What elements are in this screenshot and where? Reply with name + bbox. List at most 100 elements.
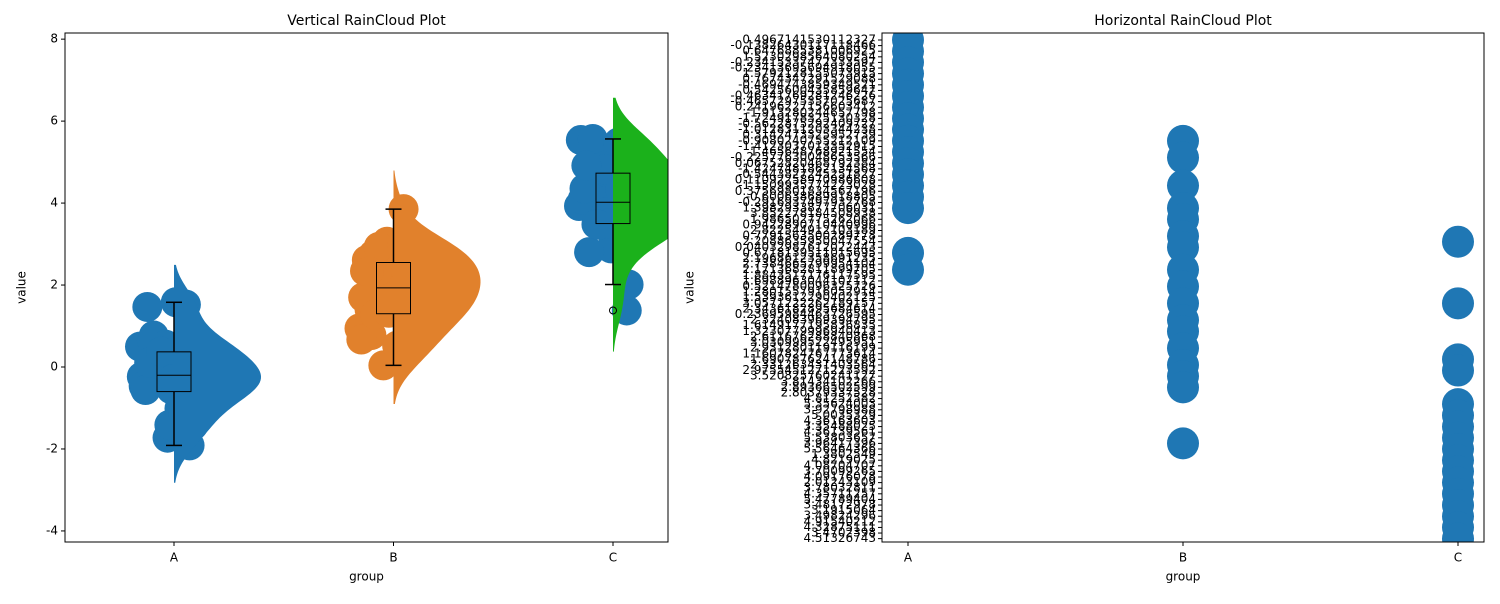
strip-point: [1167, 141, 1199, 174]
y-tick-label: -0.2916937497932768: [738, 195, 876, 209]
y-tick-label: 4.36139561: [803, 425, 876, 439]
y-tick-label: 3.78032811: [803, 481, 876, 495]
y-tick-label: 4: [50, 196, 58, 210]
y-tick-label: 0.7791563500289778: [742, 229, 876, 243]
y-tick-label: -1.913280244657798: [746, 105, 876, 119]
y-tick-label: 0.37569801834567196: [735, 184, 876, 198]
y-tick-label: -1.0128311203344238: [738, 122, 876, 136]
y-tick-label: 0.06752820468792384: [735, 156, 876, 170]
y-tick-label: 3.520825760241127: [750, 369, 876, 383]
y-tick-label: 4.91540212: [803, 514, 876, 528]
y-tick-label: -0.46572975357025687: [730, 94, 876, 108]
y-tick-label: 4.36163603: [803, 413, 876, 427]
y-tick-label: 0.3142473325952739: [742, 128, 876, 142]
strip-point: [1167, 169, 1199, 202]
y-tick-label: 5.47789404: [803, 492, 876, 506]
violin: [393, 170, 481, 405]
strip-point: [892, 253, 924, 286]
y-tick-label: 4.09176078: [803, 470, 876, 484]
strip-point: [1442, 225, 1474, 258]
y-tick-label: 2.931280119116199: [750, 341, 876, 355]
y-tick-label: 0.5214780096325726: [742, 279, 876, 293]
y-tick-label: 4.8219025: [811, 453, 876, 467]
y-tick-label: -0.9080240755212109: [738, 133, 876, 147]
strip-point: [892, 192, 924, 225]
y-tick-label: 2.89366502599: [781, 380, 876, 394]
plot-area: [125, 97, 668, 483]
y-tick-label: 0.9422890710440996: [742, 217, 876, 231]
rain-point: [363, 231, 394, 262]
y-tick-label: 0.04032987612022443: [735, 240, 876, 254]
y-tick-label: 1.5792128155073915: [742, 66, 876, 80]
rain-point: [353, 256, 384, 287]
y-tick-label: -1.7249178325130328: [738, 111, 876, 125]
y-tick-label: 4.35711257: [803, 486, 876, 500]
y-tick-label: 2.822544912103189: [750, 223, 876, 237]
y-tick-label: 3.81434102266: [781, 374, 876, 388]
y-tick-label: 2.80379337528: [781, 385, 876, 399]
y-tick-label: 3.35488025: [803, 419, 876, 433]
y-tick-label: -2: [46, 441, 58, 455]
y-tick-label: 2.1713682811899705: [742, 262, 876, 276]
x-tick-label: A: [904, 551, 913, 565]
y-tick-label: 1.6149177195836835: [742, 318, 876, 332]
outlier: [609, 306, 617, 315]
y-tick-label: 5.53803657: [803, 430, 876, 444]
y-tick-label: 2.611676288840868: [750, 329, 876, 343]
y-tick-label: 3.70099265: [803, 464, 876, 478]
y-tick-label: 5.56464366: [803, 441, 876, 455]
y-tick-label: 3.4702398: [811, 526, 876, 540]
strip-point: [1167, 371, 1199, 404]
strip-point: [1442, 287, 1474, 320]
y-tick-label: 3.92798988: [803, 402, 876, 416]
x-axis-label: group: [349, 570, 384, 584]
y-tick-label: 3.96417396: [803, 436, 876, 450]
rain-point: [132, 291, 163, 322]
y-tick-label: 6: [50, 114, 58, 128]
y-tick-label: 3.030999522495951: [750, 335, 876, 349]
y-axis-label: value: [15, 271, 29, 304]
y-tick-label: 0.7674347291529088: [742, 72, 876, 86]
y-tick-label: 1.465648768921554: [750, 145, 876, 159]
strip-point: [1167, 427, 1199, 460]
y-tick-label: -0.5443827245251827: [738, 167, 876, 181]
y-tick-label: 3.0571222262189157: [742, 296, 876, 310]
y-tick-label: 2.7384665799954104: [742, 257, 876, 271]
y-tick-label: -4: [46, 523, 58, 537]
y-tick-label: 8: [50, 32, 58, 46]
box: [595, 172, 631, 225]
y-tick-label: 2.3436182895684614: [742, 301, 876, 315]
strip-point: [1442, 522, 1474, 542]
strip-point: [1442, 354, 1474, 387]
y-tick-label: 0.6476885381006925: [742, 44, 876, 58]
y-tick-label: 0.11092258970986608: [735, 173, 876, 187]
y-tick-label: -0.4694743859349521: [738, 77, 876, 91]
y-tick-label: -0.23415337472333597: [730, 55, 876, 69]
y-tick-label: 0: [50, 360, 58, 374]
y-tick-label: 1.8843517176117595: [742, 268, 876, 282]
y-tick-label: -0.46341769281246226: [730, 89, 876, 103]
y-tick-label: 4.51326743: [803, 531, 876, 545]
y-tick-label: 2.2088635950047554: [742, 234, 876, 248]
rain-point: [571, 150, 602, 181]
rain-point: [583, 209, 614, 240]
rain-point: [574, 237, 605, 268]
rain-point: [130, 375, 161, 406]
y-tick-label: 2.331263431403564: [750, 357, 876, 371]
box: [156, 351, 192, 393]
y-tick-label: 4.08704707: [803, 458, 876, 472]
y-tick-label: -1.4123037013352915: [738, 139, 876, 153]
y-tick-label: -0.600638689918805: [746, 189, 876, 203]
x-tick-label: C: [609, 551, 617, 565]
y-tick-label: 2.9755451271223592: [742, 363, 876, 377]
violin: [613, 97, 668, 352]
y-tick-label: -0.13826430117118466: [730, 38, 876, 52]
rain-point: [577, 123, 608, 154]
y-tick-label: -0.5622875292409727: [738, 117, 876, 131]
plot-area: [892, 33, 1474, 542]
rain-point: [346, 324, 377, 355]
x-axis-label: group: [1166, 570, 1201, 584]
